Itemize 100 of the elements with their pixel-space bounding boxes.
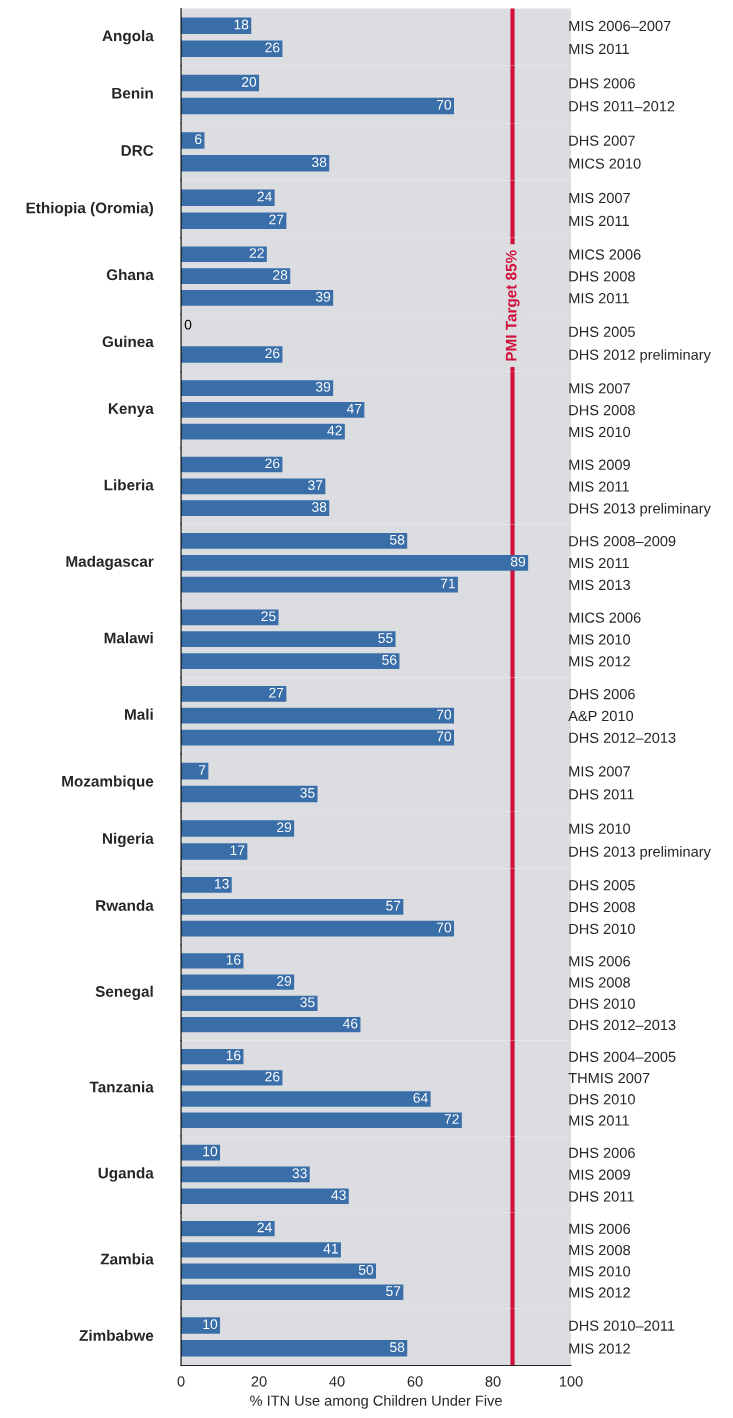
- data-label: 71: [440, 578, 455, 589]
- data-label: 64: [413, 1092, 428, 1103]
- data-label: 22: [249, 248, 264, 258]
- y-axis-title: Uganda: [98, 1167, 154, 1182]
- y-tick-label: MIS 2010: [569, 426, 631, 438]
- y-tick-label: DHS 2008: [569, 404, 635, 416]
- y-axis-title: Ethiopia (Oromia): [26, 202, 153, 217]
- y-tick-label: DHS 2005: [569, 326, 635, 337]
- data-label: 13: [215, 878, 229, 889]
- data-label: 7: [199, 765, 206, 775]
- y-tick-label: DHS 2006: [569, 78, 635, 89]
- y-tick-label: MIS 2007: [569, 192, 630, 204]
- y-tick-label: DHS 2012 preliminary: [569, 349, 711, 363]
- data-label: 47: [346, 403, 362, 414]
- y-tick-label: MIS 2012: [569, 656, 630, 667]
- y-tick-label: DHS 2013 preliminary: [569, 846, 711, 860]
- data-label: 0: [184, 319, 192, 330]
- data-label: 89: [510, 556, 526, 567]
- y-axis-title: Mozambique: [62, 775, 154, 790]
- data-label: 57: [386, 900, 401, 911]
- data-label: 25: [261, 611, 276, 622]
- y-tick-label: MIS 2006: [569, 956, 631, 967]
- y-tick-label: THMIS 2007: [568, 1072, 650, 1084]
- y-tick-label: DHS 2008: [569, 271, 635, 282]
- y-tick-label: DHS 2007: [569, 135, 635, 146]
- data-label: 72: [444, 1114, 459, 1124]
- y-tick-label: MICS 2006: [569, 612, 641, 623]
- data-label: 58: [389, 534, 405, 545]
- y-tick-label: MIS 2011: [569, 43, 629, 55]
- y-tick-label: DHS 2011: [569, 1191, 634, 1202]
- y-tick-label: MIS 2007: [569, 766, 630, 777]
- y-tick-label: MIS 2007: [569, 383, 630, 394]
- y-tick-label: DHS 2004–2005: [569, 1051, 676, 1062]
- data-label: 41: [323, 1243, 338, 1254]
- data-label: 38: [311, 502, 327, 512]
- y-axis-title: Tanzania: [89, 1081, 154, 1093]
- y-tick-label: DHS 2006: [569, 1147, 635, 1158]
- y-tick-label: MIS 2011: [569, 215, 629, 227]
- y-tick-label: MIS 2010: [569, 823, 631, 834]
- y-axis-title: Zambia: [100, 1253, 154, 1265]
- data-label: 39: [315, 381, 331, 392]
- y-tick-label: MIS 2012: [569, 1343, 630, 1354]
- y-tick-label: MIS 2012: [569, 1287, 630, 1298]
- data-label: 55: [378, 633, 393, 643]
- y-axis-title: Mali: [125, 708, 153, 720]
- data-label: 26: [265, 458, 280, 469]
- x-tick-label: 0: [177, 1376, 185, 1387]
- y-axis-title: Guinea: [102, 335, 154, 348]
- y-tick-label: DHS 2010: [569, 998, 635, 1009]
- data-label: 70: [436, 709, 452, 720]
- data-label: 28: [273, 269, 288, 280]
- data-label: 42: [327, 425, 342, 436]
- y-tick-label: DHS 2006: [569, 688, 635, 700]
- y-tick-label: DHS 2012–2013: [569, 732, 676, 743]
- data-label: 27: [269, 214, 284, 225]
- y-tick-label: MICS 2006: [569, 249, 641, 260]
- y-tick-label: DHS 2013 preliminary: [569, 502, 711, 517]
- y-axis-title: Angola: [102, 30, 154, 45]
- y-tick-label: MIS 2009: [569, 1169, 630, 1180]
- x-tick-label: 100: [559, 1376, 583, 1387]
- data-label: 56: [382, 654, 397, 665]
- data-label: 37: [308, 480, 323, 491]
- y-tick-label: MIS 2011: [569, 481, 629, 492]
- y-axis-title: Rwanda: [96, 899, 154, 911]
- data-label: 35: [300, 997, 315, 1008]
- y-axis-title: DRC: [121, 145, 154, 156]
- x-axis-title: % ITN Use among Children Under Five: [250, 1395, 502, 1409]
- data-label: 38: [311, 157, 327, 168]
- y-tick-label: DHS 2010–2011: [569, 1320, 675, 1331]
- y-tick-label: DHS 2008: [569, 901, 635, 913]
- y-axis-title: Liberia: [104, 479, 154, 491]
- data-label: 29: [277, 976, 292, 986]
- y-tick-label: MIS 2006–2007: [569, 20, 671, 32]
- y-axis-title: Ghana: [106, 268, 154, 281]
- y-axis-title: Madagascar: [66, 555, 154, 570]
- data-label: 33: [292, 1168, 307, 1179]
- data-label: 39: [315, 291, 331, 302]
- y-tick-label: DHS 2011: [569, 789, 634, 800]
- data-label: 70: [436, 99, 452, 110]
- data-label: 16: [226, 1050, 241, 1061]
- data-label: 26: [265, 348, 280, 359]
- ref-line-label: PMI Target 85%: [505, 250, 520, 361]
- y-tick-label: DHS 2005: [569, 880, 635, 891]
- y-tick-label: MIS 2011: [569, 557, 629, 569]
- data-label: 10: [203, 1319, 218, 1330]
- data-label: 10: [203, 1146, 218, 1157]
- y-axis-title: Malawi: [104, 632, 153, 644]
- y-tick-label: MIS 2011: [569, 1115, 629, 1126]
- x-tick-label: 40: [329, 1376, 345, 1387]
- data-label: 70: [436, 922, 452, 933]
- y-tick-label: MIS 2006: [569, 1223, 631, 1234]
- y-tick-label: MICS 2010: [569, 158, 641, 169]
- y-tick-label: MIS 2010: [569, 1266, 631, 1277]
- y-tick-label: DHS 2008–2009: [569, 536, 676, 547]
- y-axis-title: Senegal: [95, 985, 153, 1000]
- y-tick-label: MIS 2011: [569, 293, 629, 304]
- data-label: 43: [331, 1190, 346, 1200]
- y-tick-label: MIS 2013: [569, 579, 631, 591]
- data-label: 26: [265, 42, 280, 53]
- data-label: 70: [436, 731, 452, 742]
